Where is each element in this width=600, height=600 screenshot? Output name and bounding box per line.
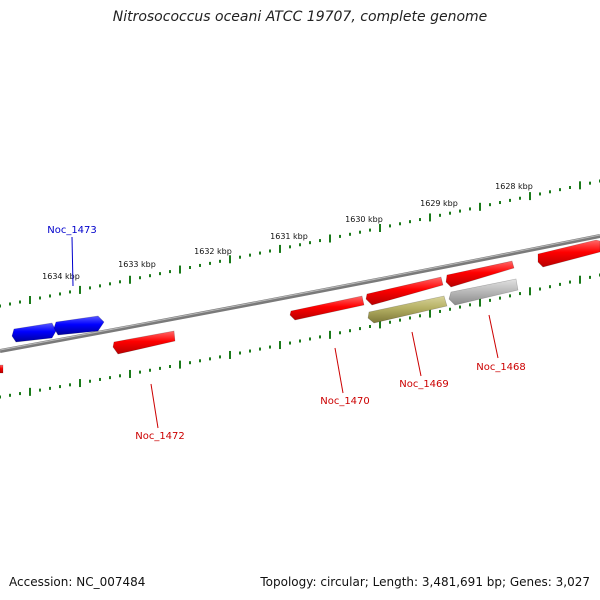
ruler-label: 1628 kbp xyxy=(495,182,533,191)
ruler-label: 1629 kbp xyxy=(420,199,458,208)
ruler-label: 1630 kbp xyxy=(345,215,383,224)
gene-label: Noc_1473 xyxy=(47,225,97,236)
gene-arrow xyxy=(448,278,519,306)
gene-label: Noc_1469 xyxy=(399,379,449,390)
map-title: Nitrosococcus oceani ATCC 19707, complet… xyxy=(112,9,488,25)
genome-backbone-highlight xyxy=(0,234,600,351)
gene-leader-line xyxy=(150,383,159,429)
gene-leader-line xyxy=(71,236,74,287)
gene-arrow xyxy=(365,276,444,306)
gene-label: Noc_1472 xyxy=(135,431,185,442)
gene-arrow xyxy=(367,295,448,324)
gene-label: Noc_1470 xyxy=(320,396,370,407)
ruler-label: 1631 kbp xyxy=(270,232,308,241)
gene-arrow xyxy=(53,315,105,336)
ruler-label: 1634 kbp xyxy=(42,272,80,281)
gene-arrow xyxy=(11,322,57,343)
gene-leader-line xyxy=(334,347,344,394)
gene-arrow xyxy=(112,330,176,355)
genome-summary-text: Topology: circular; Length: 3,481,691 bp… xyxy=(260,575,590,589)
ruler-label: 1632 kbp xyxy=(194,247,232,256)
ruler-label: 1633 kbp xyxy=(118,260,156,269)
gene-arrow xyxy=(537,239,600,268)
gene-label: Noc_1468 xyxy=(476,362,526,373)
gene-arrow xyxy=(0,364,4,374)
gene-arrow xyxy=(445,260,515,288)
gene-leader-line xyxy=(411,331,422,377)
accession-text: Accession: NC_007484 xyxy=(9,575,146,589)
gene-leader-line xyxy=(488,314,499,359)
genome-backbone xyxy=(0,234,600,353)
gene-arrow xyxy=(289,295,365,321)
